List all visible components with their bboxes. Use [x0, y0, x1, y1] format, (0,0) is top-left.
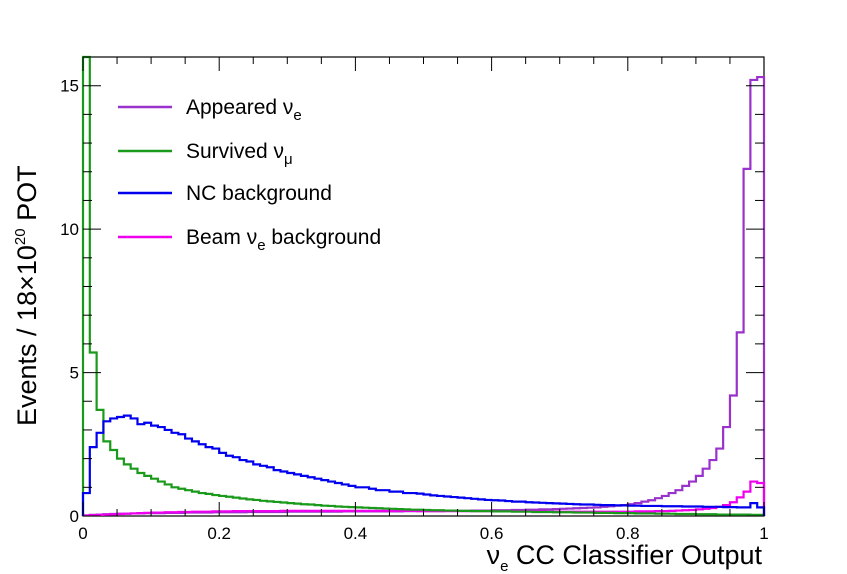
y-tick-label: 0	[70, 507, 79, 526]
x-tick-label: 0.8	[616, 524, 640, 543]
plot-frame	[82, 56, 765, 517]
legend-entry-nc: NC background	[118, 182, 332, 205]
legend: Appeared νe Survived νμ NC background Be…	[118, 96, 381, 254]
y-axis-title: Events / 18×1020 POT	[12, 165, 42, 426]
x-tick-label: 1	[759, 524, 768, 543]
x-axis-title: νe CC Classifier Output	[487, 540, 763, 574]
legend-entry-survived: Survived νμ	[118, 140, 293, 168]
series-layer	[81, 55, 766, 517]
y-tick-label: 15	[60, 77, 79, 96]
x-tick-label: 0.2	[207, 524, 231, 543]
legend-entry-appeared: Appeared νe	[118, 96, 302, 124]
x-tick-label: 0.4	[344, 524, 368, 543]
y-tick-label: 10	[60, 220, 79, 239]
legend-entry-beam: Beam νe background	[118, 226, 381, 254]
legend-label-appeared: Appeared νe	[186, 96, 302, 124]
x-tick-label: 0.6	[480, 524, 504, 543]
series-survived	[81, 55, 766, 516]
legend-label-nc: NC background	[186, 182, 332, 205]
legend-label-beam: Beam νe background	[186, 226, 381, 254]
legend-label-survived: Survived νμ	[186, 140, 293, 168]
series-nc	[81, 414, 766, 516]
x-tick-label: 0	[78, 524, 87, 543]
y-tick-label: 5	[70, 364, 79, 383]
series-beam	[81, 480, 766, 517]
